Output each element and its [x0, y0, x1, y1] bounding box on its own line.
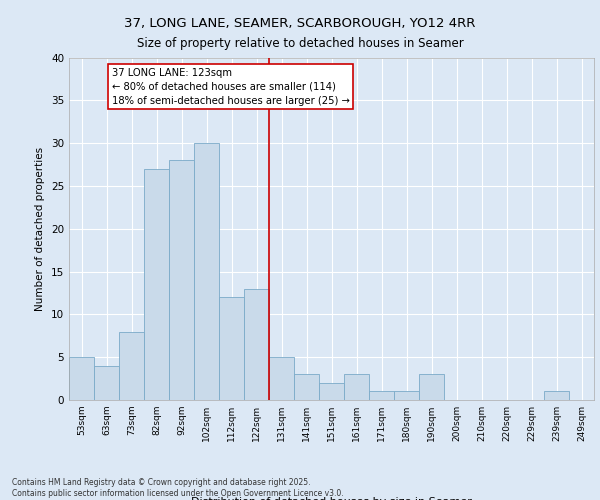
Bar — [544, 392, 569, 400]
Bar — [94, 366, 119, 400]
Text: 37, LONG LANE, SEAMER, SCARBOROUGH, YO12 4RR: 37, LONG LANE, SEAMER, SCARBOROUGH, YO12… — [124, 18, 476, 30]
Bar — [319, 383, 344, 400]
Bar — [294, 374, 319, 400]
Bar — [69, 357, 94, 400]
Bar — [394, 392, 419, 400]
Bar — [244, 288, 269, 400]
Bar — [219, 297, 244, 400]
Bar — [119, 332, 144, 400]
Text: Size of property relative to detached houses in Seamer: Size of property relative to detached ho… — [137, 38, 463, 51]
Text: 37 LONG LANE: 123sqm
← 80% of detached houses are smaller (114)
18% of semi-deta: 37 LONG LANE: 123sqm ← 80% of detached h… — [112, 68, 349, 106]
Y-axis label: Number of detached properties: Number of detached properties — [35, 146, 46, 311]
Bar — [369, 392, 394, 400]
Bar — [169, 160, 194, 400]
Bar — [194, 143, 219, 400]
Bar — [269, 357, 294, 400]
Bar — [344, 374, 369, 400]
X-axis label: Distribution of detached houses by size in Seamer: Distribution of detached houses by size … — [191, 497, 472, 500]
Bar — [144, 169, 169, 400]
Text: Contains HM Land Registry data © Crown copyright and database right 2025.
Contai: Contains HM Land Registry data © Crown c… — [12, 478, 344, 498]
Bar — [419, 374, 444, 400]
